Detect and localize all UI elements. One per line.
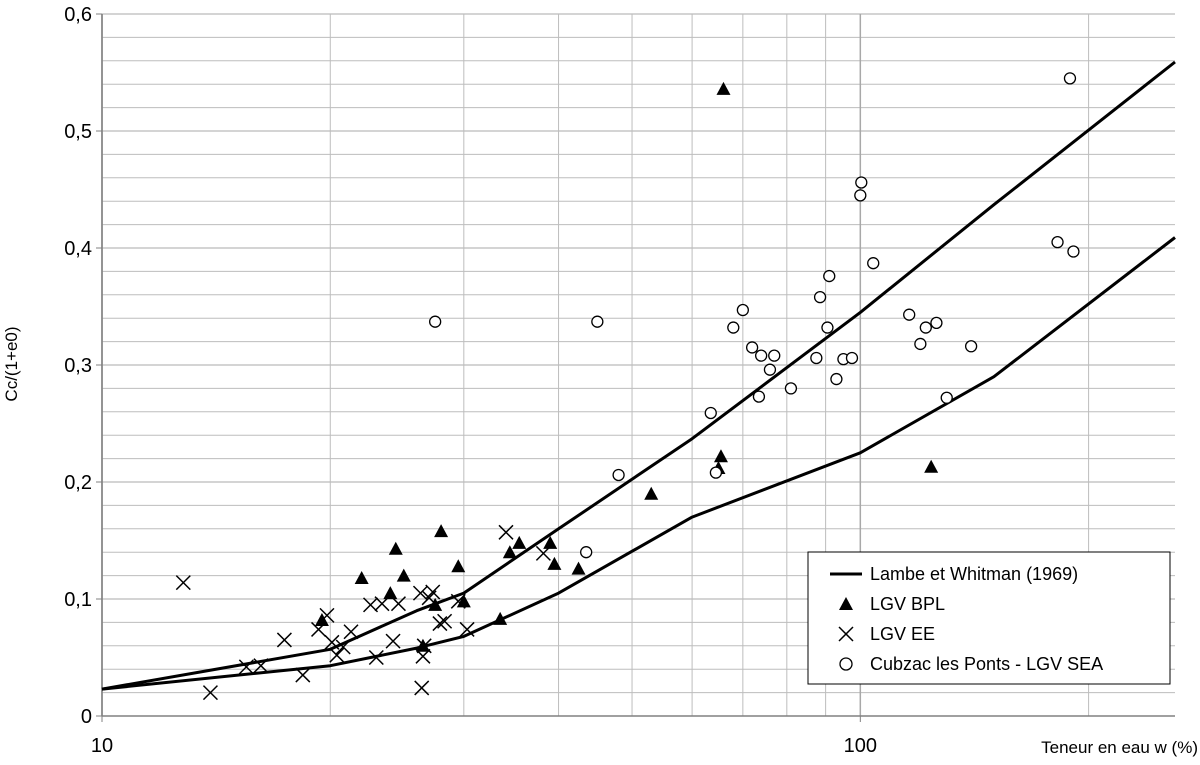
y-tick-label: 0,4: [64, 238, 92, 260]
cubzac-point: [1063, 72, 1077, 85]
cubzac-point: [1051, 235, 1064, 249]
legend-circle-marker: [839, 657, 853, 671]
cubzac-point: [813, 290, 827, 304]
lgv-ee-point: [498, 524, 514, 540]
cubzac-point: [591, 315, 604, 328]
cubzac-point: [830, 372, 843, 386]
legend-label-cubzac: Cubzac les Ponts - LGV SEA: [870, 654, 1103, 674]
x-tick-label: 100: [844, 735, 877, 757]
cubzac-point: [768, 349, 781, 362]
legend-cross-marker: [838, 626, 854, 642]
lgv-ee-point: [175, 575, 191, 591]
lgv-ee-point: [432, 616, 448, 632]
lgv-bpl-point: [493, 611, 508, 625]
cubzac-point: [704, 406, 717, 420]
y-tick-label: 0: [81, 706, 92, 728]
lgv-ee-point: [253, 658, 269, 674]
lgv-ee-point: [335, 639, 351, 655]
lgv-bpl-point: [388, 541, 403, 555]
lambe-whitman-upper-line: [101, 60, 1176, 691]
legend-label-ee: LGV EE: [870, 624, 935, 644]
lgv-bpl-point: [713, 449, 728, 463]
axes: 0 0,1 0,2 0,3 0,4 0,5 0,6 10 100: [64, 4, 1175, 757]
lgv-ee-point: [329, 647, 345, 663]
cubzac-point: [914, 337, 927, 351]
lgv-ee-point: [390, 596, 406, 612]
lgv-ee-point: [311, 621, 327, 637]
cubzac-point: [763, 363, 777, 376]
lgv-ee-point: [416, 638, 432, 654]
lgv-bpl-point: [543, 535, 558, 549]
lgv-bpl-point: [502, 545, 517, 559]
cubzac-point: [727, 321, 740, 334]
lgv-ee-point: [368, 649, 384, 666]
lgv-bpl-point: [354, 570, 369, 584]
y-tick-label: 0,2: [64, 472, 92, 494]
lgv-bpl-point: [434, 524, 449, 538]
cubzac-point: [854, 189, 867, 202]
cubzac-point: [784, 382, 798, 395]
cubzac-point: [919, 321, 932, 334]
cubzac-point: [821, 321, 834, 334]
lgv-bpl-point: [396, 568, 411, 582]
lgv-ee-point: [238, 659, 254, 675]
cubzac-point: [964, 340, 978, 353]
cubzac-point: [612, 468, 625, 482]
lgv-ee-point: [437, 613, 453, 629]
lgv-ee-point: [414, 680, 430, 696]
cubzac-point: [752, 390, 766, 403]
lgv-ee-point: [276, 632, 292, 648]
cubzac-point: [755, 349, 768, 362]
lgv-ee-point: [319, 607, 335, 623]
cubzac-point: [736, 303, 750, 317]
lgv-ee-point: [459, 621, 475, 637]
grid: [101, 13, 1175, 717]
y-tick-label: 0,6: [64, 4, 92, 26]
y-tick-label: 0,3: [64, 355, 92, 377]
cubzac-point: [867, 257, 880, 270]
legend-label-lambe: Lambe et Whitman (1969): [870, 564, 1078, 584]
legend-box: [807, 551, 1171, 685]
cubzac-point: [845, 351, 859, 365]
legend: Lambe et Whitman (1969) LGV BPL LGV EE C…: [807, 551, 1171, 685]
series-layer: [101, 60, 1176, 701]
x-axis-title: Teneur en eau w (%): [1041, 738, 1198, 757]
cubzac-point: [810, 351, 823, 365]
cubzac-point: [580, 546, 593, 559]
cubzac-point: [745, 341, 759, 354]
lgv-bpl-point: [644, 486, 659, 500]
legend-triangle-marker: [839, 597, 853, 610]
x-tick-label: 10: [91, 735, 113, 757]
y-tick-label: 0,5: [64, 121, 92, 143]
lgv-ee-point: [425, 584, 441, 600]
lgv-bpl-point: [716, 81, 731, 95]
cubzac-point: [940, 391, 953, 404]
lgv-ee-point: [202, 685, 218, 701]
lgv-ee-point: [374, 596, 390, 612]
lgv-bpl-point: [547, 556, 562, 570]
cubzac-point: [903, 308, 916, 321]
lgv-ee-point: [450, 593, 466, 609]
cubzac-point: [823, 269, 836, 283]
lgv-bpl-point: [512, 535, 527, 549]
cubzac-point: [855, 176, 868, 189]
lgv-bpl-point: [451, 559, 466, 573]
lgv-ee-point: [385, 633, 401, 649]
cubzac-point: [709, 466, 723, 479]
cubzac-point: [429, 315, 442, 328]
lgv-ee-point: [412, 585, 428, 601]
y-axis-title: Cc/(1+e0): [2, 326, 21, 401]
lgv-ee-point: [343, 624, 359, 640]
lgv-bpl-point: [571, 561, 586, 575]
cubzac-point: [1067, 245, 1080, 258]
lgv-ee-point: [295, 667, 311, 683]
lgv-ee-point: [535, 545, 551, 561]
lgv-bpl-point: [383, 586, 398, 600]
cubzac-point: [930, 316, 943, 330]
y-tick-label: 0,1: [64, 589, 92, 611]
legend-label-bpl: LGV BPL: [870, 594, 945, 614]
lgv-bpl-point: [924, 459, 939, 473]
lgv-ee-point: [324, 634, 340, 650]
